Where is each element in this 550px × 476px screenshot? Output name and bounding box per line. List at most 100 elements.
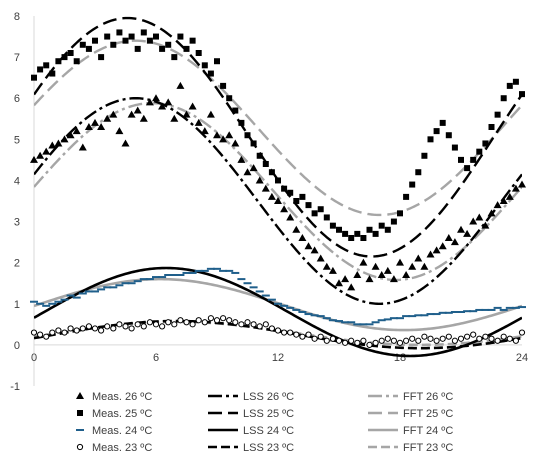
data-point-square xyxy=(153,33,159,40)
data-point-triangle xyxy=(78,143,87,151)
data-point-circle xyxy=(457,335,465,342)
data-point-triangle xyxy=(389,275,398,283)
data-point-circle xyxy=(262,321,269,328)
data-point-square xyxy=(500,95,507,102)
data-point-square xyxy=(171,54,178,61)
data-point-dash xyxy=(487,308,496,311)
data-point-circle xyxy=(366,341,373,348)
data-point-dash xyxy=(231,271,240,274)
data-point-circle xyxy=(37,331,44,338)
data-point-square xyxy=(146,37,153,44)
data-point-square xyxy=(415,169,422,176)
data-point-square xyxy=(73,58,80,65)
y-tick-label: 1 xyxy=(14,299,20,311)
data-point-triangle xyxy=(176,81,185,89)
data-point-square xyxy=(390,218,397,225)
data-point-circle xyxy=(195,317,202,324)
data-point-square xyxy=(451,144,458,151)
data-point-square xyxy=(134,45,141,52)
data-point-circle xyxy=(98,327,105,334)
data-point-square xyxy=(366,226,373,233)
data-point-circle xyxy=(512,337,520,344)
data-point-circle xyxy=(128,325,135,332)
data-point-dash xyxy=(261,294,270,297)
data-point-triangle xyxy=(200,127,209,135)
data-point-square xyxy=(409,181,416,188)
data-point-triangle xyxy=(164,98,173,106)
data-point-triangle xyxy=(30,155,38,163)
data-point-square xyxy=(220,82,227,89)
data-point-triangle xyxy=(450,238,459,246)
data-point-square xyxy=(305,202,312,209)
data-point-triangle xyxy=(194,118,203,126)
data-point-dash xyxy=(292,308,301,311)
y-tick-label: -1 xyxy=(10,381,20,393)
data-point-dash xyxy=(414,314,423,317)
data-point-square xyxy=(128,33,135,40)
data-point-dash xyxy=(347,321,356,324)
data-point-circle xyxy=(372,339,379,346)
data-point-triangle xyxy=(170,114,179,122)
data-point-circle xyxy=(287,329,294,336)
data-point-dash xyxy=(280,304,289,307)
data-point-triangle xyxy=(426,250,435,258)
data-point-triangle xyxy=(121,139,130,147)
data-point-triangle xyxy=(304,242,313,250)
data-point-square xyxy=(250,140,257,147)
data-point-dash xyxy=(48,302,57,305)
legend-entry: FFT 25 ºC xyxy=(368,408,453,420)
data-point-dash xyxy=(145,278,154,281)
data-point-circle xyxy=(464,333,471,340)
data-point-dash xyxy=(78,292,87,295)
data-point-square xyxy=(323,214,330,221)
data-point-dash xyxy=(200,269,209,272)
data-point-triangle xyxy=(493,201,502,209)
y-tick-label: 2 xyxy=(14,258,20,270)
data-point-circle xyxy=(189,321,196,328)
data-point-circle xyxy=(500,333,507,340)
legend-entry: LSS 26 ºC xyxy=(208,391,294,403)
data-point-circle xyxy=(274,327,282,334)
data-point-dash xyxy=(115,284,124,287)
data-point-dash xyxy=(225,269,234,272)
data-point-dash xyxy=(109,286,118,289)
data-point-dash xyxy=(267,298,276,301)
data-point-dash xyxy=(121,282,130,285)
data-point-triangle xyxy=(420,262,429,270)
data-point-dash xyxy=(402,315,411,318)
data-point-square xyxy=(79,41,86,48)
data-point-dash xyxy=(42,304,51,307)
data-point-triangle xyxy=(518,180,526,188)
data-point-square xyxy=(421,152,428,159)
legend-label: Meas. 25 ºC xyxy=(92,408,152,420)
legend-label: LSS 26 ºC xyxy=(243,391,294,403)
data-point-dash xyxy=(255,290,264,293)
data-point-square xyxy=(256,152,263,159)
data-point-dash xyxy=(444,311,453,314)
legend: Meas. 26 ºC Meas. 25 ºC Meas. 24 ºC Meas. 2… xyxy=(76,391,453,454)
legend-entry: Meas. 24 ºC xyxy=(76,425,152,437)
data-point-dash xyxy=(176,274,185,276)
data-point-circle xyxy=(506,335,513,342)
data-point-triangle xyxy=(322,262,331,270)
data-point-triangle xyxy=(109,110,118,118)
data-point-triangle xyxy=(243,168,252,176)
data-point-square xyxy=(61,54,68,61)
data-point-square xyxy=(201,62,208,69)
data-point-dash xyxy=(341,321,350,324)
data-point-circle xyxy=(494,337,501,344)
data-point-dash xyxy=(322,317,331,320)
data-point-square xyxy=(317,206,324,213)
data-point-dash xyxy=(396,317,404,320)
data-point-triangle xyxy=(328,266,337,274)
data-point-triangle xyxy=(414,254,423,262)
data-point-square xyxy=(189,37,196,44)
data-point-circle xyxy=(421,333,428,340)
data-point-square xyxy=(506,82,513,89)
data-point-square xyxy=(293,198,300,204)
data-point-dash xyxy=(432,313,441,316)
data-point-triangle xyxy=(341,275,350,283)
data-point-dash xyxy=(76,429,84,431)
data-point-dash xyxy=(286,306,295,309)
